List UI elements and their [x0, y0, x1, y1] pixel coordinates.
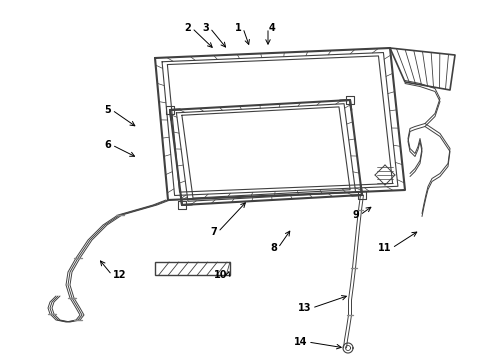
Text: 6: 6	[104, 140, 111, 150]
Text: 7: 7	[210, 227, 217, 237]
Text: 10: 10	[213, 270, 226, 280]
Text: 13: 13	[297, 303, 310, 313]
Text: 9: 9	[351, 210, 358, 220]
Text: 11: 11	[377, 243, 390, 253]
Text: 3: 3	[202, 23, 208, 33]
Text: 14: 14	[293, 337, 306, 347]
Bar	[155, 262, 229, 275]
Text: 4: 4	[268, 23, 275, 33]
Text: 2: 2	[184, 23, 191, 33]
Text: 1: 1	[235, 23, 242, 33]
Text: 5: 5	[104, 105, 111, 115]
Text: 12: 12	[113, 270, 126, 280]
Text: 8: 8	[269, 243, 276, 253]
